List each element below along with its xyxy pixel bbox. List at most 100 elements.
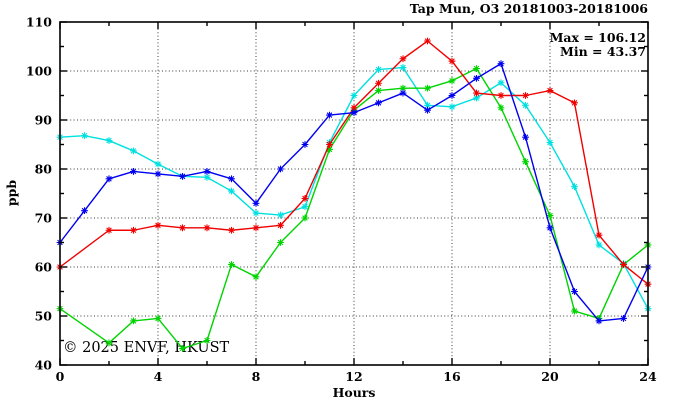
data-point-marker [497, 60, 505, 68]
chart-title: Tap Mun, O3 20181003-20181006 [410, 1, 649, 16]
y-tick-label: 50 [35, 309, 53, 324]
data-point-marker [105, 175, 113, 183]
data-point-marker [228, 261, 235, 268]
data-point-marker [497, 104, 505, 112]
data-point-marker [179, 224, 186, 232]
data-point-marker [497, 92, 505, 99]
data-point-marker [375, 79, 382, 87]
data-point-marker [595, 317, 603, 325]
data-point-marker [546, 87, 554, 94]
y-tick-label: 110 [26, 15, 52, 30]
watermark: © 2025 ENVF, HKUST [63, 340, 229, 356]
data-point-marker [105, 137, 113, 144]
data-point-marker [130, 317, 137, 325]
data-point-marker [203, 337, 211, 344]
data-point-marker [424, 101, 431, 109]
data-point-marker [350, 92, 358, 99]
data-point-marker [130, 226, 137, 234]
series-blue [56, 60, 652, 325]
data-point-marker [399, 84, 407, 92]
y-axis-label: ppb [4, 180, 19, 206]
data-point-marker [571, 307, 578, 315]
data-point-marker [473, 74, 480, 82]
data-point-marker [595, 231, 603, 239]
data-point-marker [620, 261, 627, 268]
data-point-marker [277, 239, 284, 246]
data-point-marker [350, 109, 358, 117]
data-point-marker [130, 168, 137, 175]
y-tick-label: 40 [35, 358, 53, 373]
data-point-marker [473, 65, 480, 72]
data-point-marker [252, 273, 260, 281]
y-tick-label: 80 [35, 162, 53, 177]
data-point-marker [595, 241, 603, 249]
data-point-marker [399, 64, 407, 71]
x-tick-label: 12 [345, 369, 362, 384]
data-point-marker [546, 224, 554, 232]
data-point-marker [203, 224, 211, 232]
series-red-line [59, 40, 649, 285]
data-point-marker [179, 345, 186, 352]
x-tick-label: 20 [541, 369, 559, 384]
axis-ticks [59, 21, 649, 366]
data-point-marker [448, 57, 456, 65]
data-series [56, 37, 652, 352]
data-point-marker [252, 199, 260, 207]
x-tick-label: 16 [443, 369, 461, 384]
series-green-line [59, 67, 649, 350]
y-tick-label: 100 [26, 64, 52, 79]
data-point-marker [154, 160, 162, 168]
data-point-marker [81, 207, 88, 215]
data-point-marker [277, 221, 284, 229]
data-point-marker [326, 141, 333, 148]
stat-min-label: Min = 43.37 [560, 44, 646, 59]
data-point-marker [424, 106, 431, 114]
data-point-marker [301, 214, 309, 222]
data-point-marker [571, 288, 578, 295]
data-point-marker [326, 146, 333, 153]
data-point-marker [522, 92, 529, 99]
data-point-marker [473, 89, 480, 97]
data-point-marker [522, 133, 529, 141]
data-point-marker [252, 209, 260, 217]
x-tick-label: 0 [56, 369, 65, 384]
data-point-marker [130, 147, 137, 155]
data-point-marker [350, 104, 358, 112]
y-tick-label: 60 [35, 260, 53, 275]
gridlines [60, 22, 648, 365]
data-point-marker [301, 141, 309, 148]
data-point-marker [424, 84, 431, 92]
data-point-marker [105, 339, 113, 347]
data-point-marker [301, 203, 309, 211]
data-point-marker [448, 103, 456, 111]
data-point-marker [497, 79, 505, 87]
data-point-marker [154, 315, 162, 322]
data-point-marker [179, 172, 186, 180]
y-tick-label: 70 [35, 211, 53, 226]
data-point-marker [571, 99, 578, 107]
data-point-marker [105, 226, 113, 234]
data-point-marker [203, 168, 211, 175]
data-point-marker [154, 221, 162, 229]
data-point-marker [252, 224, 260, 232]
data-point-marker [81, 132, 88, 140]
x-tick-label: 8 [252, 369, 261, 384]
data-point-marker [326, 111, 333, 119]
data-point-marker [571, 183, 578, 191]
data-point-marker [473, 94, 480, 102]
y-tick-label: 90 [35, 113, 53, 128]
x-tick-label: 4 [154, 369, 163, 384]
data-point-marker [448, 77, 456, 85]
series-cyan [56, 64, 652, 313]
x-axis-label: Hours [333, 385, 376, 400]
tick-labels: 0 4 8 12 16 20 24 40 50 60 70 80 90 100 110 [26, 15, 657, 385]
data-point-marker [301, 195, 309, 202]
data-point-marker [228, 175, 235, 183]
data-point-marker [546, 139, 554, 146]
data-point-marker [399, 89, 407, 97]
data-point-marker [228, 187, 235, 195]
data-point-marker [228, 226, 235, 234]
data-point-marker [522, 158, 529, 166]
x-tick-label: 24 [639, 369, 657, 384]
